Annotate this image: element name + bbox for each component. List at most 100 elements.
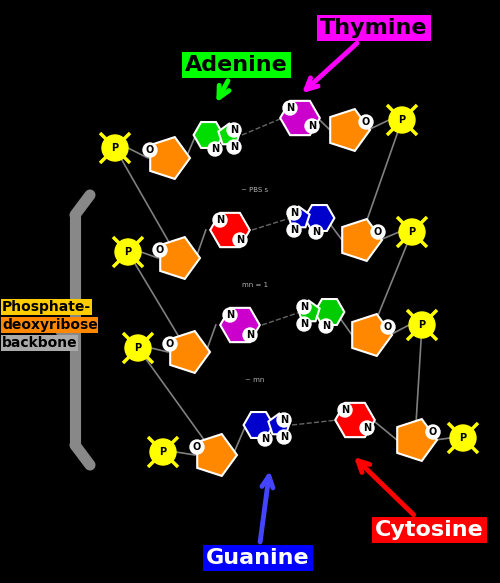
Text: O: O [166,339,174,349]
Text: mn = 1: mn = 1 [242,282,268,288]
Text: N: N [236,235,244,245]
Circle shape [309,225,323,239]
Circle shape [102,135,128,161]
Text: N: N [290,225,298,235]
Text: N: N [300,319,308,329]
Circle shape [297,300,311,314]
Polygon shape [268,413,290,434]
Text: P: P [460,433,466,443]
Text: N: N [286,103,294,113]
Text: O: O [193,442,201,452]
Text: Thymine: Thymine [306,18,428,89]
Text: N: N [312,227,320,237]
Circle shape [297,317,311,331]
Polygon shape [330,109,370,151]
Circle shape [371,225,385,239]
Circle shape [213,213,227,227]
Text: N: N [300,302,308,312]
Circle shape [150,439,176,465]
Circle shape [389,107,415,133]
Polygon shape [304,205,334,231]
Text: P: P [124,247,132,257]
Circle shape [143,143,157,157]
Text: P: P [134,343,141,353]
Polygon shape [210,213,250,247]
Circle shape [426,425,440,439]
Text: P: P [408,227,416,237]
Circle shape [233,233,247,247]
Polygon shape [160,237,200,279]
Text: Adenine: Adenine [185,55,288,98]
Text: O: O [374,227,382,237]
Circle shape [399,219,425,245]
Text: ~ mn: ~ mn [246,377,264,383]
Polygon shape [170,331,210,373]
Polygon shape [397,419,437,461]
Text: O: O [362,117,370,127]
Circle shape [287,206,301,220]
Text: N: N [216,215,224,225]
Text: N: N [363,423,371,433]
Text: N: N [261,434,269,444]
Circle shape [153,243,167,257]
Text: N: N [280,415,288,425]
Circle shape [223,308,237,322]
Text: P: P [418,320,426,330]
Text: N: N [308,121,316,131]
Polygon shape [218,124,240,144]
Circle shape [125,335,151,361]
Polygon shape [280,101,320,135]
Circle shape [360,421,374,435]
Circle shape [283,101,297,115]
Text: N: N [230,125,238,135]
Text: N: N [226,310,234,320]
Polygon shape [298,301,320,321]
Polygon shape [335,403,375,437]
Circle shape [450,425,476,451]
Circle shape [277,413,291,427]
Circle shape [227,123,241,137]
Text: P: P [160,447,166,457]
Polygon shape [197,434,237,476]
Circle shape [409,312,435,338]
Text: N: N [246,330,254,340]
Text: N: N [211,144,219,154]
Circle shape [287,223,301,237]
Circle shape [381,320,395,334]
Text: Cytosine: Cytosine [358,461,484,540]
Circle shape [305,119,319,133]
Circle shape [277,430,291,444]
Polygon shape [352,314,392,356]
Text: P: P [398,115,406,125]
Circle shape [163,337,177,351]
Circle shape [243,328,257,342]
Polygon shape [194,122,224,148]
Text: deoxyribose: deoxyribose [2,318,98,332]
Text: O: O [429,427,437,437]
Polygon shape [150,137,190,179]
Circle shape [190,440,204,454]
Circle shape [359,115,373,129]
Polygon shape [244,412,274,438]
Circle shape [258,432,272,446]
Polygon shape [220,308,260,342]
Text: ~ PBS s: ~ PBS s [242,187,268,193]
Text: N: N [230,142,238,152]
Text: P: P [112,143,118,153]
Circle shape [319,319,333,333]
Polygon shape [342,219,382,261]
Circle shape [208,142,222,156]
Text: N: N [280,432,288,442]
Circle shape [227,140,241,154]
Text: backbone: backbone [2,336,78,350]
Text: Phosphate-: Phosphate- [2,300,91,314]
Polygon shape [314,299,344,325]
Circle shape [338,403,352,417]
Text: O: O [156,245,164,255]
Text: O: O [146,145,154,155]
Text: O: O [384,322,392,332]
Text: N: N [290,208,298,218]
Text: Guanine: Guanine [206,476,310,568]
Text: N: N [322,321,330,331]
Text: N: N [341,405,349,415]
